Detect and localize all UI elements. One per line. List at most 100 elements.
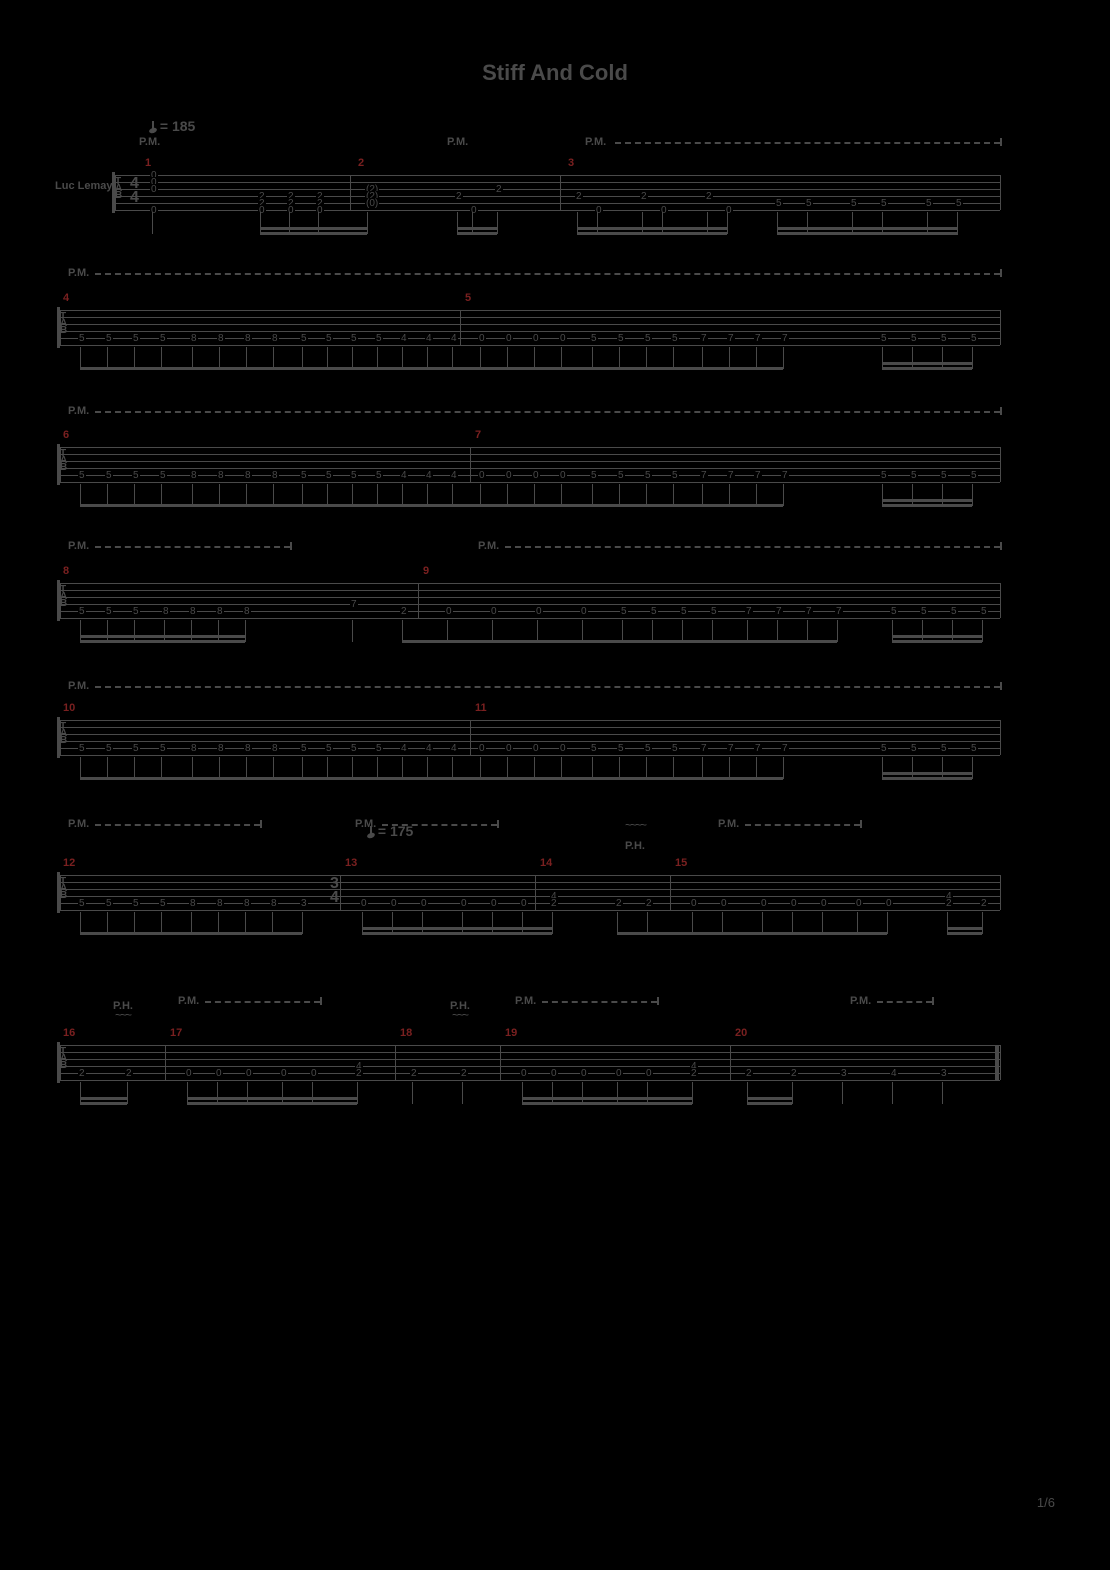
- palm-mute-label: P.M.: [178, 995, 199, 1007]
- fret-number: 5: [910, 333, 918, 344]
- bar-number: 14: [540, 857, 552, 869]
- fret-number: 5: [325, 333, 333, 344]
- fret-number: 8: [271, 470, 279, 481]
- fret-number: 0: [550, 1068, 558, 1079]
- fret-number: 5: [680, 606, 688, 617]
- fret-number: 0: [615, 1068, 623, 1079]
- palm-mute-extent: [542, 1001, 657, 1003]
- fret-number: 7: [781, 743, 789, 754]
- bar-number: 6: [63, 429, 69, 441]
- bar-number: 1: [145, 157, 151, 169]
- staff-line: [60, 338, 1000, 339]
- fret-number: 7: [775, 606, 783, 617]
- fret-number: 2: [400, 606, 408, 617]
- staff-line: [60, 618, 1000, 619]
- barline: [500, 1045, 501, 1080]
- barline: [1000, 310, 1001, 345]
- barline: [670, 875, 671, 910]
- fret-number: 8: [189, 898, 197, 909]
- fret-number: 5: [920, 606, 928, 617]
- bar-number: 18: [400, 1027, 412, 1039]
- staff-line: [115, 203, 1000, 204]
- bar-number: 9: [423, 565, 429, 577]
- barline: [535, 875, 536, 910]
- fret-number: 5: [880, 470, 888, 481]
- bar-number: 20: [735, 1027, 747, 1039]
- fret-number: 5: [350, 333, 358, 344]
- fret-number: 0: [460, 898, 468, 909]
- palm-mute-label: P.M.: [718, 818, 739, 830]
- bar-number: 15: [675, 857, 687, 869]
- palm-mute-label: P.M.: [585, 136, 606, 148]
- fret-number: 5: [132, 743, 140, 754]
- fret-number: 8: [190, 743, 198, 754]
- fret-number: 5: [970, 470, 978, 481]
- fret-number: 4: [400, 743, 408, 754]
- fret-number: 5: [805, 198, 813, 209]
- fret-number: 5: [880, 333, 888, 344]
- barline: [115, 175, 116, 210]
- fret-number: 2: [615, 898, 623, 909]
- fret-number: 5: [300, 333, 308, 344]
- fret-number: 5: [105, 743, 113, 754]
- fret-number: 8: [190, 333, 198, 344]
- fret-number: 0: [532, 333, 540, 344]
- bar-number: 4: [63, 292, 69, 304]
- tab-clef: TAB: [115, 178, 122, 199]
- barline: [60, 447, 61, 482]
- staff-line: [60, 720, 1000, 721]
- staff-line: [60, 1073, 1000, 1074]
- fret-number: 0: [245, 1068, 253, 1079]
- fret-number: 2: [690, 1068, 698, 1079]
- fret-number: 5: [132, 606, 140, 617]
- fret-number: 7: [727, 333, 735, 344]
- staff-line: [60, 475, 1000, 476]
- fret-number: 0: [215, 1068, 223, 1079]
- fret-number: 0: [505, 333, 513, 344]
- tab-clef: TAB: [60, 450, 67, 471]
- fret-number: 8: [189, 606, 197, 617]
- fret-number: 5: [132, 898, 140, 909]
- fret-number: 5: [617, 743, 625, 754]
- bar-number: 3: [568, 157, 574, 169]
- barline: [350, 175, 351, 210]
- bar-number: 2: [358, 157, 364, 169]
- fret-number: 0: [559, 333, 567, 344]
- fret-number: 3: [840, 1068, 848, 1079]
- vibrato-marking: ~~~~: [625, 818, 645, 832]
- fret-number: 5: [940, 743, 948, 754]
- palm-mute-extent: [877, 1001, 932, 1003]
- fret-number: 8: [244, 333, 252, 344]
- palm-mute-label: P.M.: [478, 540, 499, 552]
- page-number: 1/6: [1037, 1495, 1055, 1510]
- staff-line: [60, 875, 1000, 876]
- staff-line: [115, 210, 1000, 211]
- bar-number: 10: [63, 702, 75, 714]
- fret-number: 8: [217, 333, 225, 344]
- fret-number: 5: [105, 470, 113, 481]
- fret-number: 5: [350, 470, 358, 481]
- staff-line: [115, 175, 1000, 176]
- fret-number: 0: [490, 606, 498, 617]
- fret-number: 5: [159, 743, 167, 754]
- fret-number: 5: [980, 606, 988, 617]
- barline: [60, 720, 61, 755]
- fret-number: 5: [300, 743, 308, 754]
- fret-number: 0: [420, 898, 428, 909]
- fret-number: 8: [217, 470, 225, 481]
- staff-line: [115, 182, 1000, 183]
- fret-number: 7: [700, 743, 708, 754]
- fret-number: 2: [645, 898, 653, 909]
- tab-clef: TAB: [60, 586, 67, 607]
- fret-number: 7: [805, 606, 813, 617]
- fret-number: 0: [390, 898, 398, 909]
- fret-number: 7: [700, 470, 708, 481]
- fret-number: 5: [710, 606, 718, 617]
- fret-number: 8: [244, 743, 252, 754]
- fret-number: 5: [375, 470, 383, 481]
- fret-number: (0): [365, 198, 379, 209]
- fret-number: 2: [790, 1068, 798, 1079]
- fret-number: 0: [820, 898, 828, 909]
- staff-line: [60, 597, 1000, 598]
- fret-number: 5: [880, 198, 888, 209]
